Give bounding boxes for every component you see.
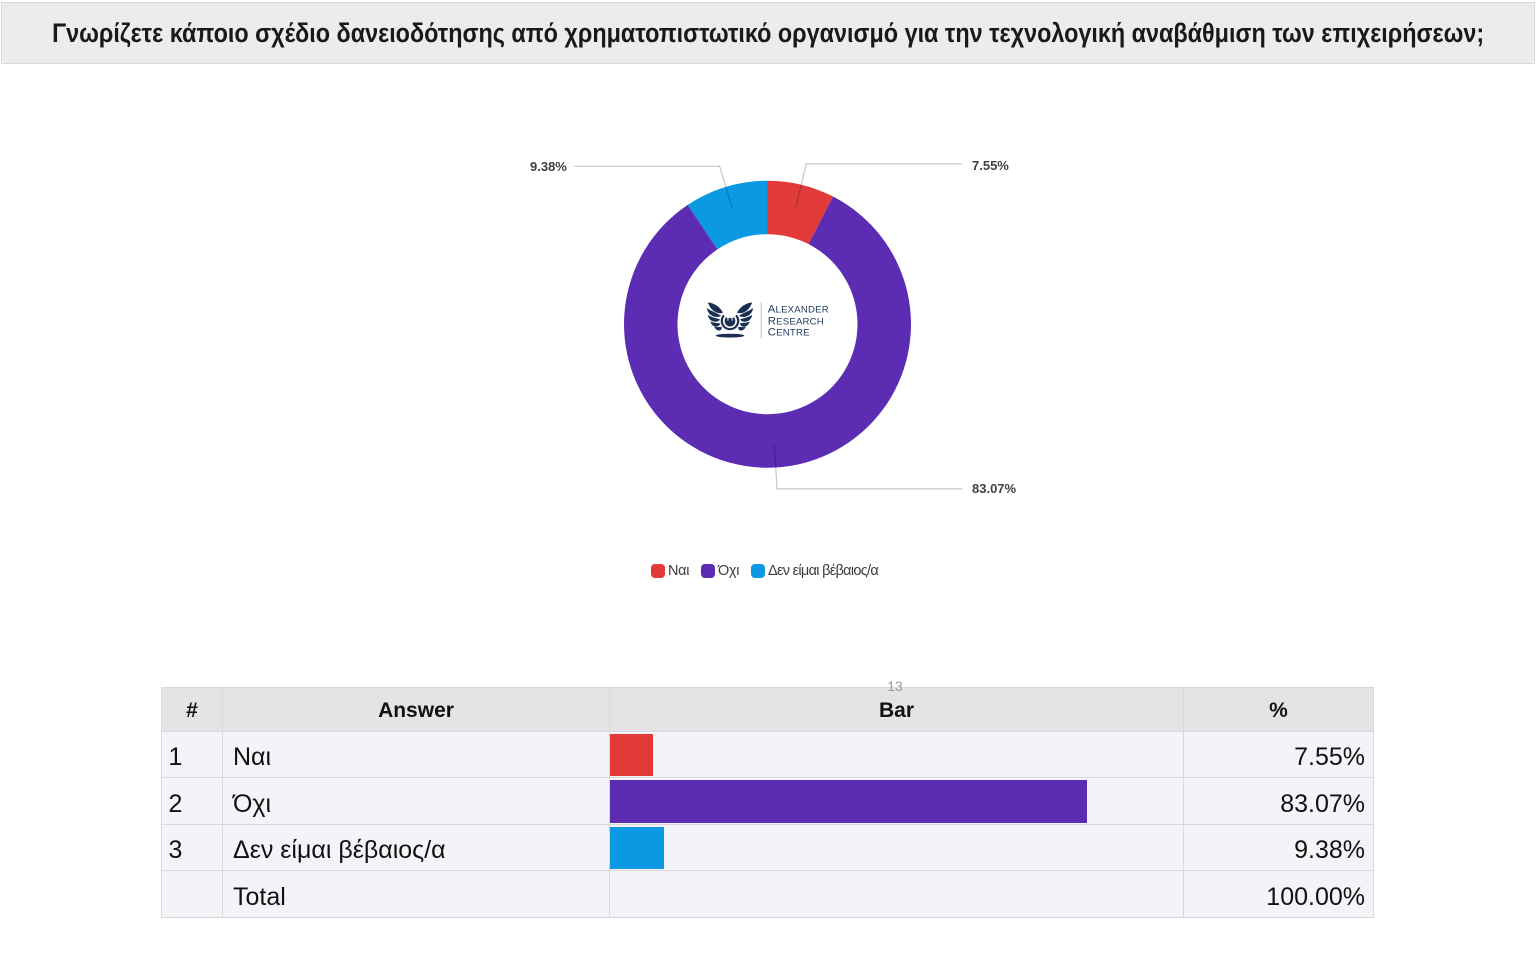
svg-text:CENTRE: CENTRE [768, 326, 810, 338]
svg-text:RESEARCH: RESEARCH [768, 316, 824, 328]
svg-text:ALEXANDER: ALEXANDER [768, 303, 829, 315]
